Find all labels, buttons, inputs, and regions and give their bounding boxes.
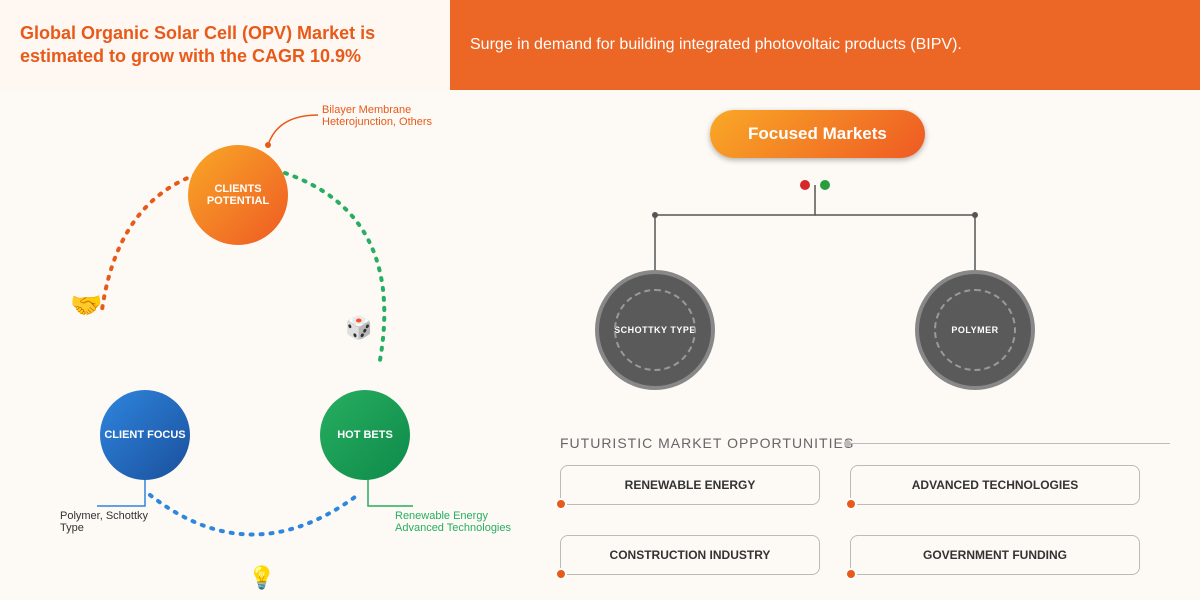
client-focus-anno: Polymer, Schottky Type [60, 510, 150, 534]
bracket-lines [625, 185, 1005, 275]
header-right: Surge in demand for building integrated … [450, 0, 1200, 90]
dial-polymer: POLYMER [915, 270, 1035, 390]
header: Global Organic Solar Cell (OPV) Market i… [0, 0, 1200, 90]
blue-arc [140, 485, 365, 575]
header-left: Global Organic Solar Cell (OPV) Market i… [0, 0, 450, 90]
opp-dot-icon [845, 568, 857, 580]
orange-callout-line [263, 110, 323, 150]
bulb-icon: 💡 [248, 565, 275, 591]
opp-dot-icon [555, 568, 567, 580]
dice-icon: 🎲 [345, 315, 372, 341]
left-diagram: Bilayer Membrane Heterojunction, Others … [0, 90, 520, 600]
hot-bets-anno: Renewable Energy Advanced Technologies [395, 510, 515, 534]
fmo-line [850, 443, 1170, 444]
opp-dot-icon [845, 498, 857, 510]
dial-schottky: SCHOTTKY TYPE [595, 270, 715, 390]
opp-box-1: RENEWABLE ENERGY [560, 465, 820, 505]
opp-dot-icon [555, 498, 567, 510]
clients-potential-anno: Bilayer Membrane Heterojunction, Others [322, 104, 462, 128]
title: Global Organic Solar Cell (OPV) Market i… [20, 22, 430, 69]
opp-box-4: GOVERNMENT FUNDING [850, 535, 1140, 575]
focused-markets-label: Focused Markets [710, 110, 925, 158]
fmo-title: FUTURISTIC MARKET OPPORTUNITIES [560, 435, 854, 451]
clients-potential-circle: CLIENTS POTENTIAL [188, 145, 288, 245]
opp-box-3: CONSTRUCTION INDUSTRY [560, 535, 820, 575]
subtitle: Surge in demand for building integrated … [470, 34, 1180, 56]
right-panel: Focused Markets SCHOTTKY TYPE POLYMER FU… [520, 90, 1200, 600]
opp-box-2: ADVANCED TECHNOLOGIES [850, 465, 1140, 505]
client-focus-circle: CLIENT FOCUS [100, 390, 190, 480]
handshake-icon: 🤝 [70, 290, 102, 321]
main: Bilayer Membrane Heterojunction, Others … [0, 90, 1200, 600]
hot-bets-circle: HOT BETS [320, 390, 410, 480]
